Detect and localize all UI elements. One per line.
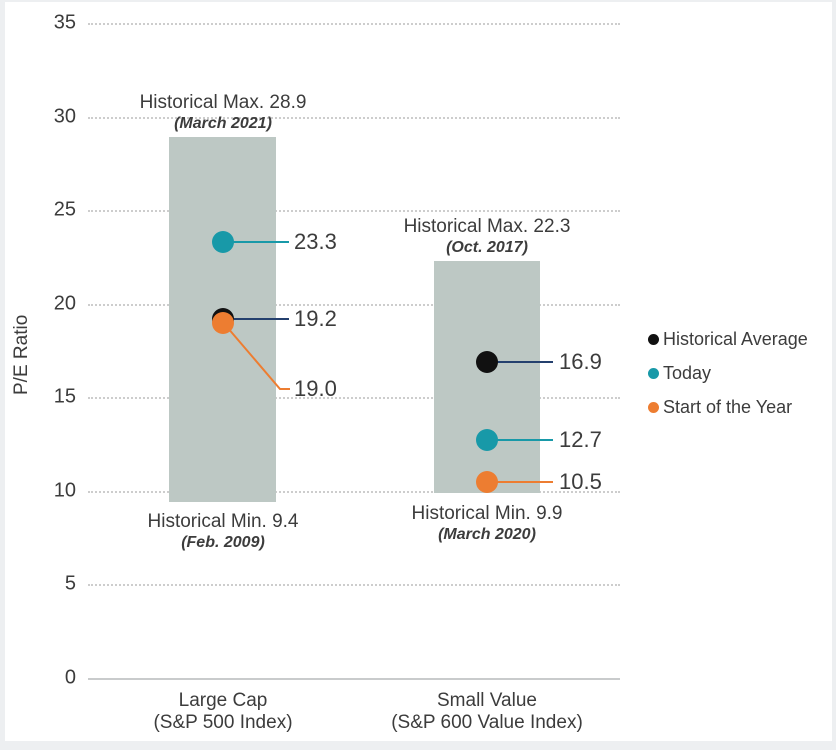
y-axis-title: P/E Ratio — [11, 314, 32, 395]
chart-canvas — [5, 2, 832, 741]
marker-start-large-cap — [212, 312, 234, 334]
range-bar-small-value — [434, 261, 540, 493]
x-label-small-value: Small Value (S&P 600 Value Index) — [327, 690, 647, 734]
annotation-lc-max-text: Historical Max. 28.9 — [139, 92, 307, 113]
y-tick-0: 0 — [64, 666, 76, 689]
marker-today-large-cap — [212, 231, 234, 253]
value-label-sv-average: 16.9 — [559, 349, 602, 374]
annotation-lc-min-text: Historical Min. 9.4 — [147, 511, 299, 532]
legend-label-today: Today — [663, 363, 712, 383]
annotation-sv-min: Historical Min. 9.9 (March 2020) — [327, 503, 647, 545]
x-label-small-value-line2: (S&P 600 Value Index) — [391, 712, 583, 733]
legend-dot-historical-average-icon — [648, 334, 659, 345]
gridline-30 — [88, 117, 620, 119]
gridline-20 — [88, 304, 620, 306]
legend-label-historical-average: Historical Average — [663, 329, 808, 349]
annotation-lc-min: Historical Min. 9.4 (Feb. 2009) — [63, 511, 383, 553]
y-tick-5: 5 — [64, 572, 76, 595]
marker-today-small-value — [476, 429, 498, 451]
y-tick-20: 20 — [53, 292, 76, 315]
y-tick-25: 25 — [53, 198, 76, 221]
y-tick-10: 10 — [53, 479, 76, 502]
x-axis-line — [88, 678, 620, 680]
marker-start-small-value — [476, 471, 498, 493]
annotation-sv-max-text: Historical Max. 22.3 — [403, 216, 571, 237]
marker-average-small-value — [476, 351, 498, 373]
y-tick-15: 15 — [53, 385, 76, 408]
y-tick-35: 35 — [53, 11, 76, 34]
x-label-large-cap: Large Cap (S&P 500 Index) — [63, 690, 383, 734]
annotation-sv-min-date: (March 2020) — [438, 526, 536, 543]
legend-item-start-of-year: Start of the Year — [648, 397, 808, 418]
value-label-sv-start: 10.5 — [559, 469, 602, 494]
legend-dot-today-icon — [648, 368, 659, 379]
legend-item-historical-average: Historical Average — [648, 329, 808, 350]
annotation-sv-min-text: Historical Min. 9.9 — [411, 503, 563, 524]
gridline-25 — [88, 210, 620, 212]
gridline-10 — [88, 491, 620, 493]
annotation-sv-max: Historical Max. 22.3 (Oct. 2017) — [327, 216, 647, 258]
x-label-large-cap-line1: Large Cap — [178, 690, 268, 711]
value-label-lc-start: 19.0 — [294, 376, 337, 401]
legend-dot-start-of-year-icon — [648, 402, 659, 413]
value-label-sv-today: 12.7 — [559, 427, 602, 452]
gridline-15 — [88, 397, 620, 399]
gridline-5 — [88, 584, 620, 586]
y-tick-30: 30 — [53, 105, 76, 128]
value-label-lc-average: 19.2 — [294, 306, 337, 331]
legend: Historical Average Today Start of the Ye… — [648, 329, 808, 431]
legend-item-today: Today — [648, 363, 808, 384]
x-label-large-cap-line2: (S&P 500 Index) — [153, 712, 293, 733]
annotation-sv-max-date: (Oct. 2017) — [446, 239, 528, 256]
x-label-small-value-line1: Small Value — [437, 690, 537, 711]
value-label-lc-today: 23.3 — [294, 229, 337, 254]
annotation-lc-min-date: (Feb. 2009) — [181, 534, 265, 551]
legend-label-start-of-year: Start of the Year — [663, 397, 793, 417]
annotation-lc-max-date: (March 2021) — [174, 115, 272, 132]
annotation-lc-max: Historical Max. 28.9 (March 2021) — [63, 92, 383, 134]
gridline-35 — [88, 23, 620, 25]
